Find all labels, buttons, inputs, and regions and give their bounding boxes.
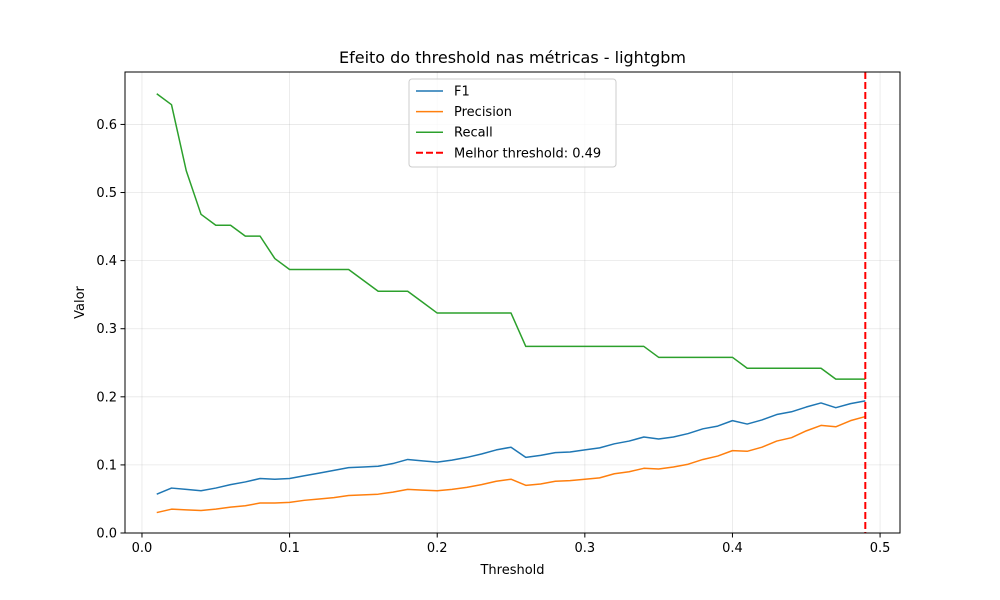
y-tick-label: 0.1: [96, 458, 117, 473]
plot-area-frame: [124, 71, 901, 534]
legend-label: Melhor threshold: 0.49: [454, 146, 601, 161]
x-tick-label: 0.5: [870, 541, 891, 556]
y-tick-label: 0.0: [96, 527, 117, 542]
y-tick-label: 0.3: [96, 322, 117, 337]
y-tick-label: 0.4: [96, 254, 117, 269]
series-lines: [156, 93, 866, 514]
x-tick-label: 0.4: [722, 541, 743, 556]
x-tick-label: 0.0: [132, 541, 153, 556]
x-axis-label: Threshold: [479, 563, 544, 578]
y-axis-label: Valor: [73, 285, 88, 318]
legend: F1 Precision Recall Melhor threshold: 0.49: [408, 78, 617, 168]
series-line-recall: [156, 93, 866, 380]
x-axis-ticks: 0.0 0.1 0.2 0.3 0.4 0.5: [132, 533, 891, 556]
legend-label: Recall: [454, 126, 493, 141]
x-tick-label: 0.3: [574, 541, 595, 556]
x-tick-label: 0.1: [279, 541, 300, 556]
y-tick-label: 0.5: [96, 186, 117, 201]
chart-title: Efeito do threshold nas métricas - light…: [339, 48, 686, 67]
legend-label: F1: [454, 85, 470, 100]
y-tick-label: 0.6: [96, 118, 117, 133]
series-line-precision: [156, 415, 866, 514]
x-tick-label: 0.2: [427, 541, 448, 556]
y-tick-label: 0.2: [96, 390, 117, 405]
y-axis-ticks: 0.0 0.1 0.2 0.3 0.4 0.5 0.6: [96, 118, 125, 542]
series-line-f1: [156, 400, 866, 495]
legend-label: Precision: [454, 105, 512, 120]
legend-box: [408, 78, 617, 168]
